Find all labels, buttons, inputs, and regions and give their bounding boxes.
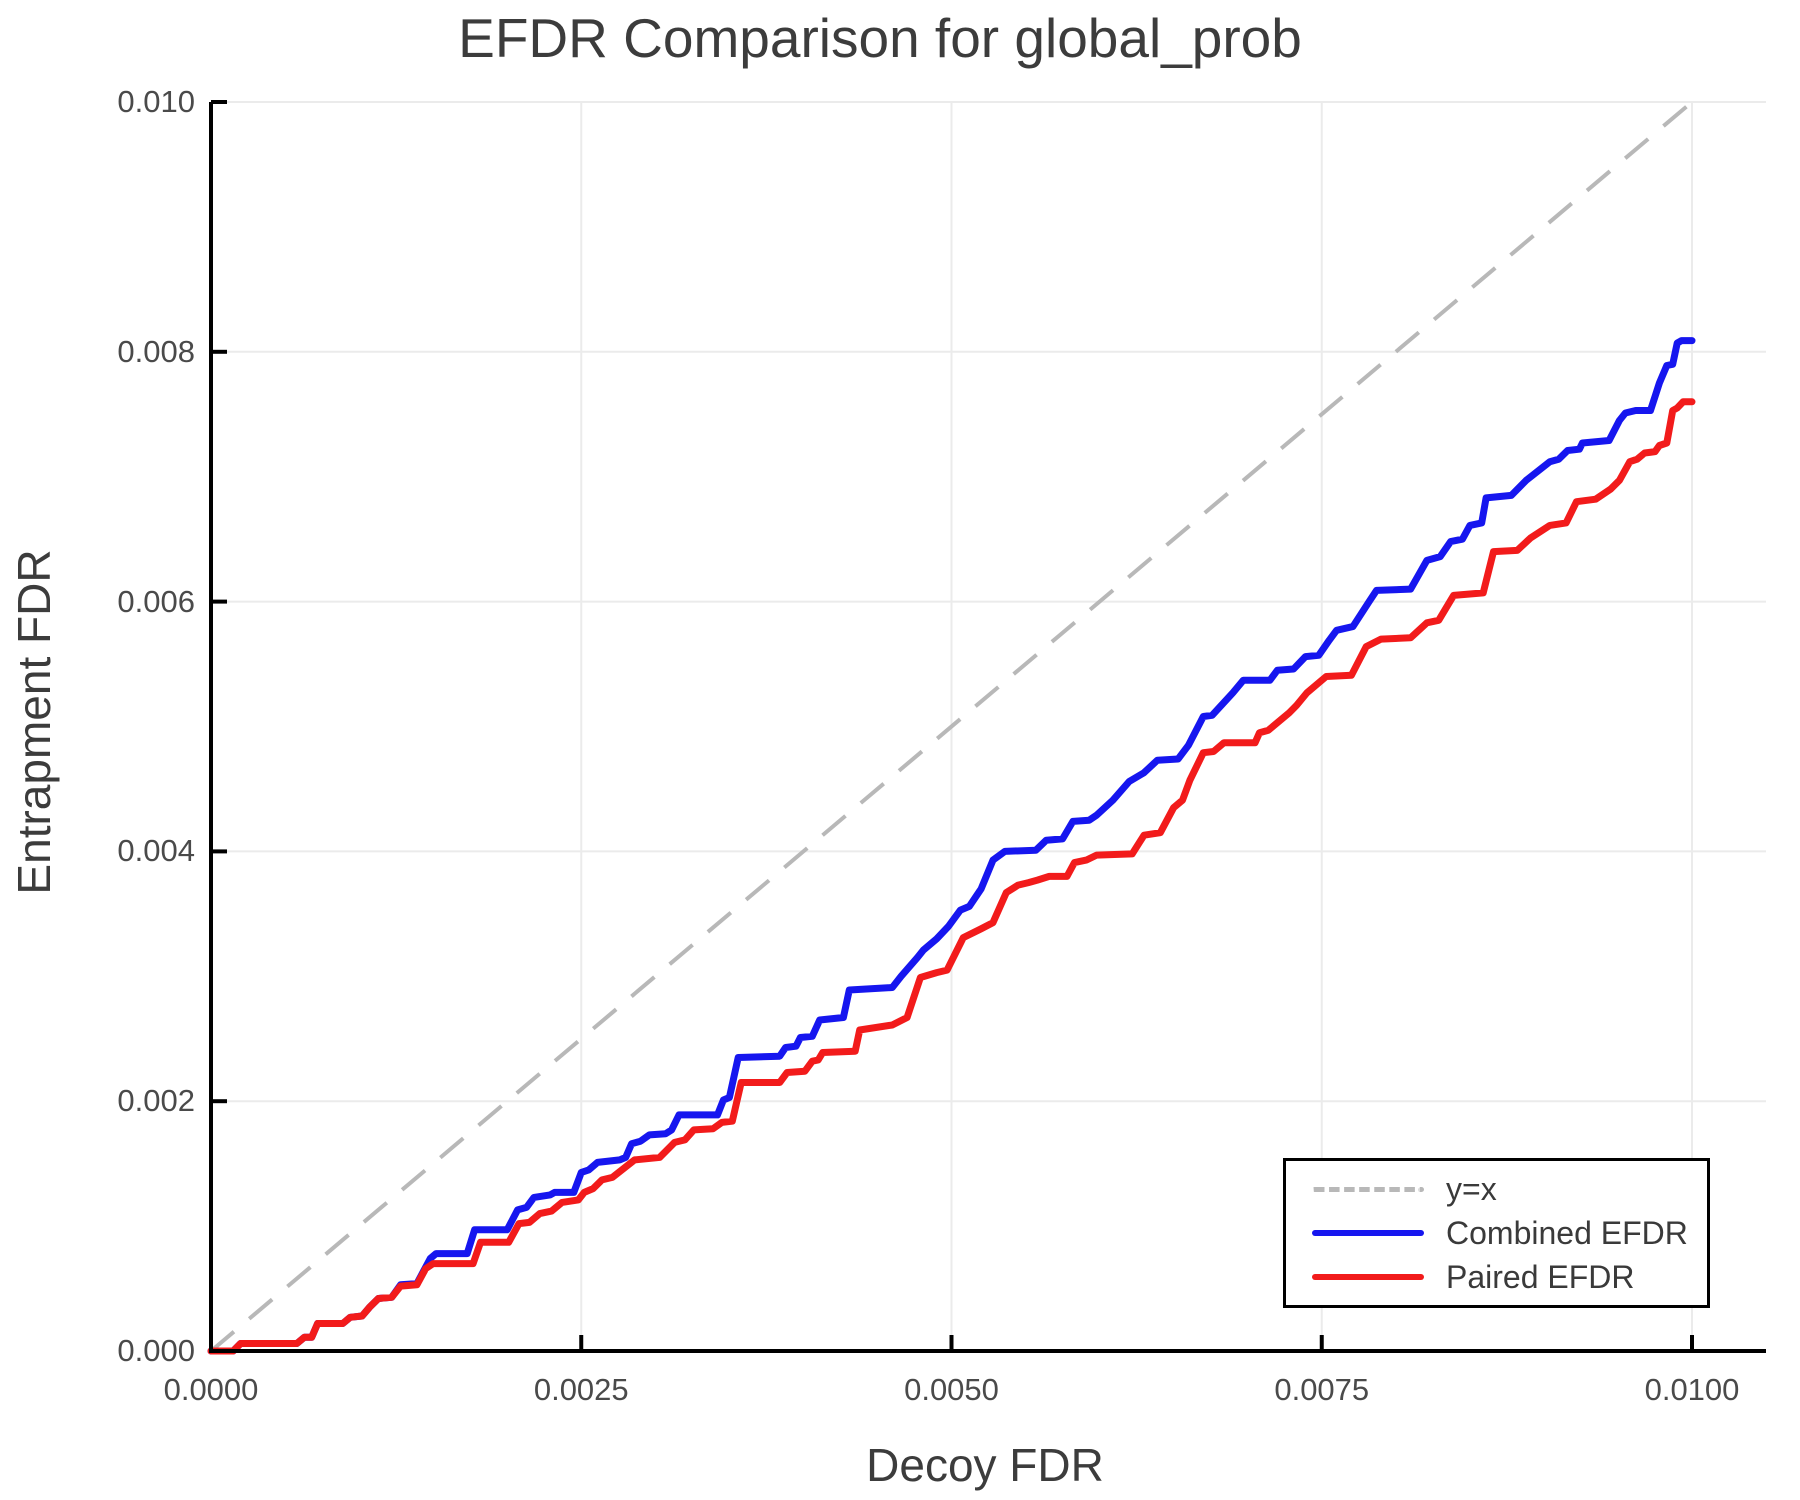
- legend: y=x Combined EFDR Paired EFDR: [1283, 1158, 1710, 1308]
- y-tick-label: 0.008: [117, 333, 195, 369]
- x-tick-label: 0.0050: [904, 1372, 999, 1407]
- legend-item-yx: y=x: [1312, 1170, 1707, 1208]
- chart-title: EFDR Comparison for global_prob: [458, 7, 1302, 69]
- series-combined-efdr: [207, 337, 1696, 1355]
- legend-label: y=x: [1446, 1171, 1497, 1207]
- x-tick-label: 0.0000: [163, 1372, 259, 1407]
- blue-line-sample: [1312, 1230, 1424, 1236]
- y-tick-label: 0.004: [117, 833, 195, 869]
- series-paired-efdr: [207, 398, 1696, 1355]
- y-tick-label: 0.010: [117, 84, 195, 119]
- x-tick-label: 0.0100: [1644, 1372, 1740, 1407]
- x-axis-label: Decoy FDR: [866, 1439, 1104, 1491]
- x-tick-label: 0.0025: [533, 1372, 629, 1407]
- red-line-sample: [1312, 1274, 1424, 1280]
- legend-item-paired-efdr: Paired EFDR: [1312, 1258, 1707, 1296]
- dashed-line-sample: [1312, 1186, 1424, 1192]
- y-axis-label: Entrapment FDR: [8, 549, 60, 895]
- legend-label: Paired EFDR: [1446, 1259, 1635, 1295]
- identity-line: [209, 100, 1694, 1353]
- y-tick-label: 0.000: [117, 1333, 195, 1368]
- y-tick-label: 0.006: [117, 583, 195, 619]
- x-tick-label: 0.0075: [1274, 1372, 1370, 1407]
- legend-item-combined-efdr: Combined EFDR: [1312, 1214, 1707, 1252]
- y-tick-label: 0.002: [117, 1083, 195, 1119]
- legend-label: Combined EFDR: [1446, 1215, 1688, 1251]
